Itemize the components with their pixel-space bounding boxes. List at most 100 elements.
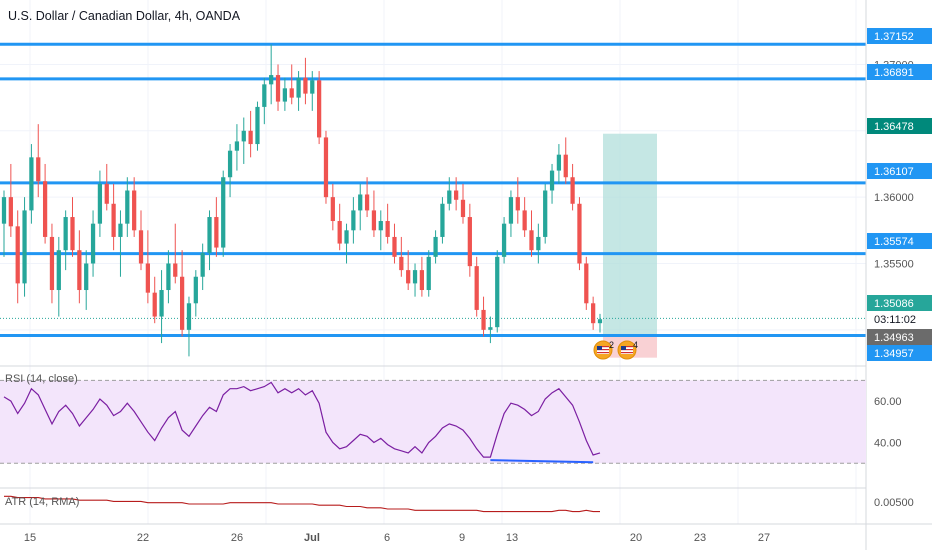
candle-body <box>488 327 493 330</box>
candle-body <box>563 154 568 178</box>
price-axis-label[interactable]: 1.36000 <box>874 192 914 204</box>
candle-body <box>186 303 192 330</box>
candle-body <box>584 263 589 304</box>
candle-body <box>173 263 178 277</box>
time-axis[interactable]: 15 22 26 Jul 6 9 13 20 23 27 <box>24 532 770 544</box>
candle-body <box>508 197 514 224</box>
candle-body <box>207 217 212 253</box>
candle-body <box>90 223 96 264</box>
candle-body <box>118 223 123 237</box>
candle-body <box>392 236 397 257</box>
candle-body <box>310 80 315 94</box>
price-tag-last <box>867 295 932 311</box>
time-axis-label[interactable]: 23 <box>694 532 706 544</box>
rsi-panel[interactable] <box>0 379 866 464</box>
candle-body <box>29 157 34 211</box>
rsi-axis-label[interactable]: 60.00 <box>874 396 902 408</box>
candle-body <box>364 194 370 211</box>
price-tag-target <box>867 118 932 134</box>
candle-body <box>15 226 20 284</box>
candle-body <box>522 210 527 231</box>
price-tag-label: 1.36107 <box>874 166 914 178</box>
rsi-line <box>3 381 601 458</box>
long-position-tool[interactable] <box>0 133 866 358</box>
rsi-label[interactable]: RSI (14, close) <box>5 373 78 385</box>
price-tag-label: 1.36891 <box>874 67 914 79</box>
rsi-axis-label[interactable]: 40.00 <box>874 438 902 450</box>
price-tag-level <box>867 28 932 44</box>
candle-body <box>241 130 246 142</box>
candle-body <box>275 75 281 102</box>
candle-body <box>454 190 459 200</box>
price-tag-label: 1.34957 <box>874 348 914 360</box>
candle-body <box>515 197 520 211</box>
atr-panel[interactable] <box>4 495 600 513</box>
candle-body <box>36 157 41 182</box>
rsi-divergence-line[interactable] <box>490 459 594 464</box>
candle-body <box>467 217 472 267</box>
candle-body <box>159 290 164 317</box>
candle-body <box>221 177 226 248</box>
time-axis-label[interactable]: 9 <box>459 532 465 544</box>
horizontal-levels[interactable] <box>0 42 866 338</box>
candle-body <box>132 190 137 231</box>
candle-body <box>529 230 534 251</box>
price-tags: 1.37152 1.36891 1.36478 1.36107 1.35574 1.350… <box>867 28 932 361</box>
candle-body <box>179 276 185 330</box>
candle-body <box>227 150 233 178</box>
price-tag-label: 1.37152 <box>874 31 914 43</box>
flag-canton <box>597 346 602 350</box>
candle-body <box>474 266 479 310</box>
candle-body <box>399 256 404 271</box>
candle-body <box>344 230 349 244</box>
candle-body <box>193 276 198 304</box>
target-zone[interactable] <box>603 133 657 336</box>
price-tag-label: 03:11:02 <box>874 314 916 326</box>
time-axis-label[interactable]: 13 <box>506 532 518 544</box>
candle-body <box>248 130 253 145</box>
price-tag-stop <box>867 329 932 345</box>
time-axis-label[interactable]: 27 <box>758 532 770 544</box>
price-tag-countdown <box>867 311 932 327</box>
candle-body <box>111 203 116 237</box>
time-axis-label[interactable]: 26 <box>231 532 243 544</box>
time-axis-label[interactable]: 22 <box>137 532 149 544</box>
time-axis-label[interactable]: 20 <box>630 532 642 544</box>
candle-body <box>591 303 596 324</box>
time-axis-label[interactable]: 15 <box>24 532 36 544</box>
price-tag-level <box>867 163 932 179</box>
event-count: 4 <box>633 340 638 350</box>
flag-canton <box>621 346 626 350</box>
candle-body <box>56 250 61 291</box>
atr-label[interactable]: ATR (14, RMA) <box>5 496 79 508</box>
candle-body <box>371 210 377 231</box>
price-tag-level <box>867 233 932 249</box>
candle-body <box>125 190 130 224</box>
candle-body <box>543 190 548 237</box>
candle-body <box>262 84 267 107</box>
price-axis-label[interactable]: 1.35500 <box>874 258 914 270</box>
candle-body <box>536 236 541 251</box>
candle-body <box>200 252 205 277</box>
candle-body <box>303 77 308 94</box>
candle-body <box>358 194 363 211</box>
candle-body <box>406 270 411 284</box>
candle-body <box>63 217 68 251</box>
atr-axis-label[interactable]: 0.00500 <box>874 497 914 509</box>
event-count: 2 <box>609 340 614 350</box>
rsi-band <box>0 380 866 464</box>
flag-stripe <box>597 349 609 351</box>
candle-body <box>549 170 555 191</box>
candle-body <box>8 197 13 227</box>
candle-body <box>22 210 27 284</box>
candle-body <box>84 263 89 291</box>
candle-body <box>495 256 500 328</box>
time-axis-label[interactable]: 6 <box>384 532 390 544</box>
candle-body <box>97 183 103 224</box>
candle-body <box>214 217 219 248</box>
candle-body <box>138 230 144 264</box>
time-axis-label[interactable]: Jul <box>304 532 320 544</box>
